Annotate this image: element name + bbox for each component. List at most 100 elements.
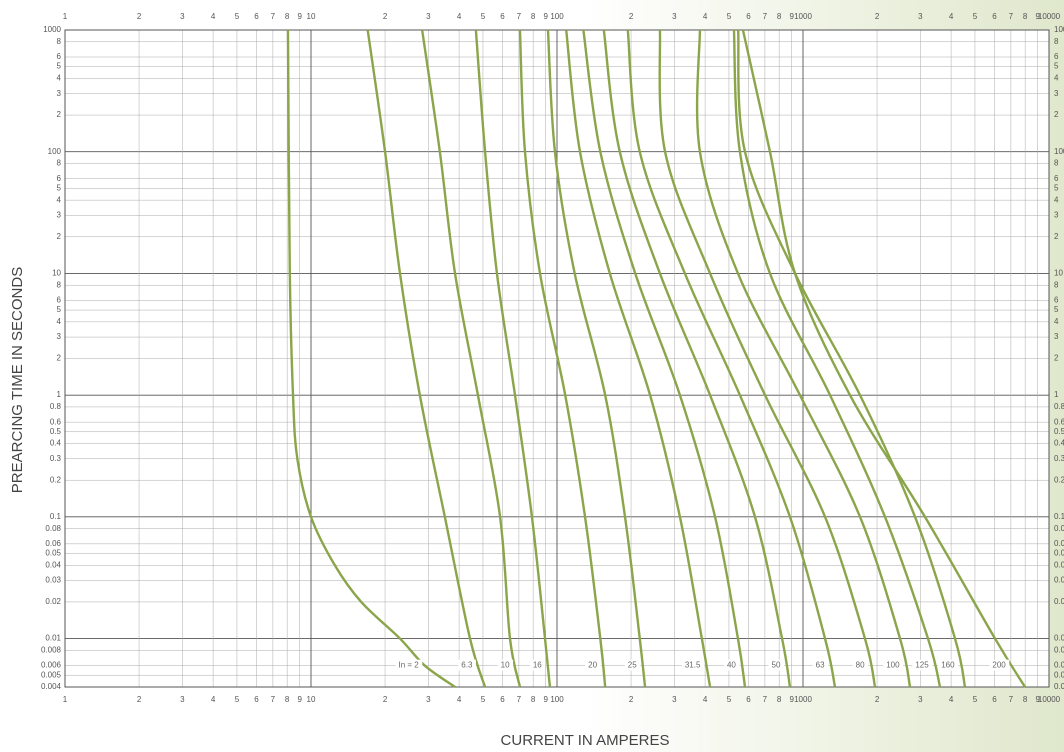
y-tick-label: 4 xyxy=(57,74,62,83)
y-tick-label: 0.006 xyxy=(41,661,62,670)
curve-label-bg xyxy=(883,659,904,671)
y-tick-label: 5 xyxy=(57,305,62,314)
y-tick-label: 2 xyxy=(57,232,62,241)
y-tick-label: 6 xyxy=(57,52,62,61)
x-tick-label: 4 xyxy=(703,695,708,704)
y-tick-label: 10 xyxy=(52,269,61,278)
y-tick-label: 0.005 xyxy=(41,670,62,679)
x-tick-label-top: 5 xyxy=(727,12,732,21)
y-tick-label-right: 0.008 xyxy=(1054,645,1064,654)
fuse-curve xyxy=(286,29,456,688)
y-tick-label-right: 4 xyxy=(1054,317,1059,326)
x-tick-label-top: 3 xyxy=(918,12,923,21)
y-tick-label: 6 xyxy=(57,296,62,305)
curve-label-bg xyxy=(989,659,1010,671)
x-tick-label-top: 7 xyxy=(763,12,768,21)
x-tick-label: 2 xyxy=(629,695,634,704)
x-tick-label-top: 2 xyxy=(875,12,880,21)
fuse-curve xyxy=(736,29,967,688)
x-tick-label: 10000 xyxy=(1038,695,1061,704)
y-tick-label: 8 xyxy=(57,280,62,289)
y-tick-label-right: 0.05 xyxy=(1054,549,1064,558)
y-tick-label-right: 0.8 xyxy=(1054,402,1064,411)
y-tick-label: 0.3 xyxy=(50,454,62,463)
x-tick-label-top: 9 xyxy=(544,12,549,21)
y-tick-label-right: 6 xyxy=(1054,52,1059,61)
x-tick-label-top: 8 xyxy=(1023,12,1028,21)
y-tick-label-right: 2 xyxy=(1054,232,1059,241)
y-tick-label-right: 8 xyxy=(1054,159,1059,168)
x-tick-label-top: 3 xyxy=(180,12,185,21)
x-tick-label: 2 xyxy=(383,695,388,704)
curve-label-bg xyxy=(938,659,959,671)
y-tick-label: 6 xyxy=(57,174,62,183)
y-tick-label-right: 0.04 xyxy=(1054,560,1064,569)
fuse-curve xyxy=(695,29,912,688)
curve-label: 25 xyxy=(628,661,637,670)
x-tick-label: 100 xyxy=(550,695,564,704)
plot-border xyxy=(64,29,1050,688)
x-tick-label: 6 xyxy=(254,695,259,704)
fuse-curve xyxy=(420,29,522,688)
x-tick-label: 7 xyxy=(517,695,522,704)
y-tick-label-right: 0.006 xyxy=(1054,661,1064,670)
x-tick-label-top: 4 xyxy=(703,12,708,21)
y-tick-label-right: 5 xyxy=(1054,305,1059,314)
y-axis-title: PREARCING TIME IN SECONDS xyxy=(9,267,26,493)
x-tick-label: 8 xyxy=(1023,695,1028,704)
x-tick-label: 5 xyxy=(727,695,732,704)
x-tick-label: 6 xyxy=(992,695,997,704)
x-tick-label: 9 xyxy=(1036,695,1041,704)
x-tick-label: 1000 xyxy=(794,695,812,704)
curve-label: 125 xyxy=(915,661,929,670)
x-tick-label: 3 xyxy=(426,695,431,704)
y-tick-label-right: 0.6 xyxy=(1054,417,1064,426)
x-tick-label-top: 4 xyxy=(211,12,216,21)
y-tick-label-right: 10 xyxy=(1054,269,1063,278)
x-tick-label: 1 xyxy=(63,695,68,704)
x-tick-label: 9 xyxy=(298,695,303,704)
y-tick-label: 3 xyxy=(57,210,62,219)
y-tick-label: 0.008 xyxy=(41,645,62,654)
fuse-curve xyxy=(582,29,747,688)
x-axis-title: CURRENT IN AMPERES xyxy=(501,732,670,749)
y-tick-label: 0.05 xyxy=(45,549,61,558)
x-tick-label: 7 xyxy=(271,695,276,704)
fuse-curve xyxy=(518,29,607,688)
x-tick-label-top: 2 xyxy=(383,12,388,21)
y-tick-label-right: 1000 xyxy=(1054,25,1064,34)
y-tick-label-right: 0.4 xyxy=(1054,439,1064,448)
fuse-curve xyxy=(626,29,837,688)
curve-label-bg xyxy=(585,659,601,671)
x-tick-label-top: 5 xyxy=(235,12,240,21)
y-tick-label: 0.004 xyxy=(41,682,62,691)
curve-label: 80 xyxy=(856,661,865,670)
x-tick-label-top: 9 xyxy=(790,12,795,21)
curve-label: 63 xyxy=(816,661,825,670)
y-tick-label: 1 xyxy=(57,390,62,399)
curve-label-bg xyxy=(852,659,869,671)
y-tick-label: 0.04 xyxy=(45,560,61,569)
x-tick-label: 3 xyxy=(918,695,923,704)
curve-label-bg xyxy=(395,659,423,671)
y-tick-label: 4 xyxy=(57,195,62,204)
y-tick-label: 100 xyxy=(48,147,62,156)
x-tick-label-top: 6 xyxy=(992,12,997,21)
curve-label-bg xyxy=(529,659,546,671)
x-tick-label: 2 xyxy=(875,695,880,704)
x-tick-label-top: 100 xyxy=(550,12,564,21)
fuse-curve xyxy=(658,29,877,688)
x-tick-label: 8 xyxy=(285,695,290,704)
x-tick-label: 2 xyxy=(137,695,142,704)
x-tick-label: 3 xyxy=(180,695,185,704)
x-tick-label: 3 xyxy=(672,695,677,704)
y-tick-label: 4 xyxy=(57,317,62,326)
fuse-curve xyxy=(565,29,712,688)
x-tick-label-top: 3 xyxy=(672,12,677,21)
y-tick-label: 2 xyxy=(57,354,62,363)
y-tick-label-right: 0.06 xyxy=(1054,539,1064,548)
x-tick-label: 4 xyxy=(949,695,954,704)
x-tick-label: 7 xyxy=(763,695,768,704)
y-tick-label-right: 0.5 xyxy=(1054,427,1064,436)
